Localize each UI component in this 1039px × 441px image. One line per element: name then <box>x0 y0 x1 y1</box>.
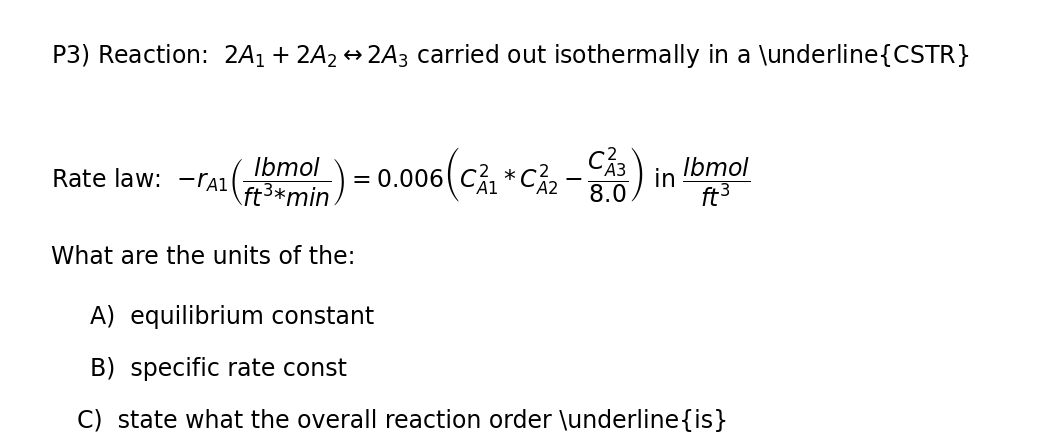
Text: C)  state what the overall reaction order \underline{is}: C) state what the overall reaction order… <box>77 409 728 433</box>
Text: What are the units of the:: What are the units of the: <box>51 245 355 269</box>
Text: Rate law:  $-r_{A1}\left(\dfrac{lbmol}{ft^3{*}min}\right) = 0.006\left(C_{A1}^2 : Rate law: $-r_{A1}\left(\dfrac{lbmol}{ft… <box>51 145 750 209</box>
Text: P3) Reaction:  $2A_1 + 2A_2 \leftrightarrow 2A_3$ carried out isothermally in a : P3) Reaction: $2A_1 + 2A_2 \leftrightarr… <box>51 41 969 70</box>
Text: A)  equilibrium constant: A) equilibrium constant <box>90 305 375 329</box>
Text: B)  specific rate const: B) specific rate const <box>90 357 347 381</box>
